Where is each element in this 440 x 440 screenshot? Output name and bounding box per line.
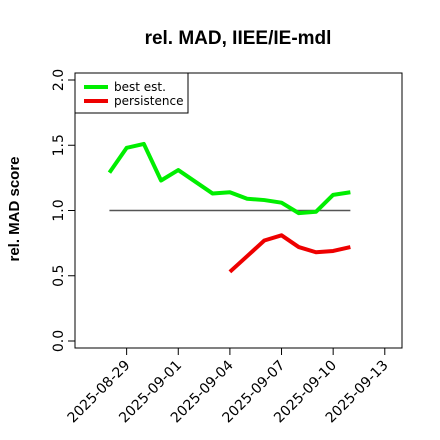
series-line-best-est xyxy=(107,141,351,216)
y-tick-label: 0.0 xyxy=(51,330,67,352)
legend-label-best-est: best est. xyxy=(114,80,166,94)
y-tick-label: 1.5 xyxy=(51,134,67,156)
y-tick-label: 0.5 xyxy=(51,265,67,287)
legend-label-persistence: persistence xyxy=(114,94,183,108)
chart-title: rel. MAD, IIEE/IE-mdl xyxy=(145,28,332,49)
y-tick-label: 2.0 xyxy=(51,69,67,91)
series-group xyxy=(107,141,351,274)
series-line-persistence xyxy=(228,233,351,274)
y-axis-label: rel. MAD score xyxy=(6,156,23,261)
y-axis: 0.0 0.5 1.0 1.5 2.0 xyxy=(51,69,75,352)
x-axis: 2025-08-292025-09-012025-09-042025-09-07… xyxy=(65,348,392,426)
y-tick-label: 1.0 xyxy=(51,199,67,221)
legend: best est. persistence xyxy=(74,72,189,114)
legend-box xyxy=(74,72,189,114)
